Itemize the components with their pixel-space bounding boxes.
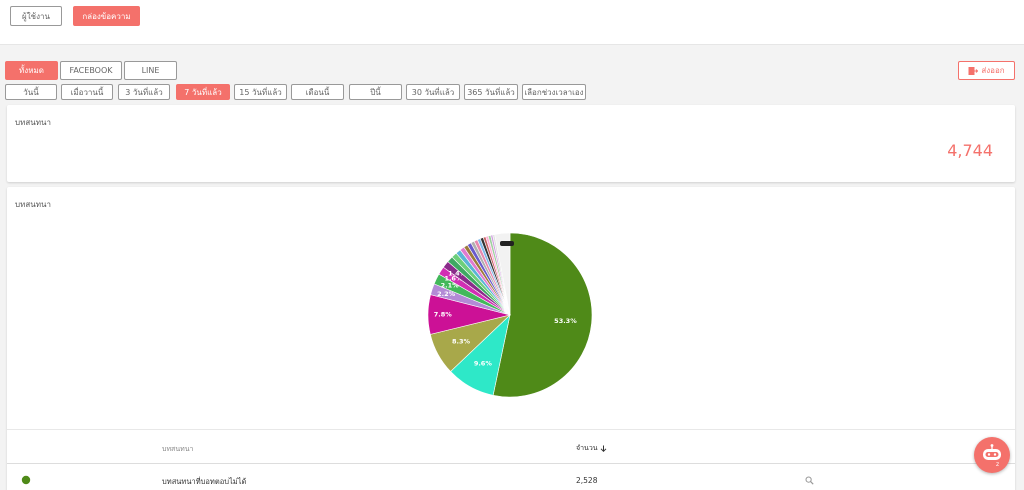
channel-facebook[interactable]: FACEBOOK: [60, 61, 122, 80]
pie-slice-label: 9.6%: [474, 360, 493, 368]
chatbot-button[interactable]: z: [974, 437, 1010, 473]
top-bar: ผู้ใช้งาน กล่องข้อความ: [0, 0, 1024, 45]
chart-card: บทสนทนา 53.3% 9.6% 8.3% 7.8% 2.2% 2.1% 1.6% 1.4…: [7, 187, 1015, 490]
col-count-label: จำนวน: [576, 444, 598, 452]
pie-slice-label: 53.3%: [554, 317, 577, 325]
pie-slice[interactable]: [494, 232, 511, 316]
pie-slice[interactable]: [492, 232, 593, 398]
summary-title: บทสนทนา: [15, 118, 51, 127]
tab-users[interactable]: ผู้ใช้งาน: [10, 6, 62, 26]
svg-text:z: z: [996, 461, 999, 468]
col-conversation: บทสนทนา: [162, 445, 194, 453]
pie-slice-label: 8.3%: [452, 338, 471, 346]
range-30-days[interactable]: 30 วันที่แล้ว: [406, 84, 460, 100]
range-365-days[interactable]: 365 วันที่แล้ว: [464, 84, 518, 100]
summary-card: บทสนทนา 4,744: [7, 105, 1015, 182]
channel-line[interactable]: LINE: [124, 61, 177, 80]
export-icon: [968, 66, 979, 75]
range-today[interactable]: วันนี้: [5, 84, 57, 100]
col-count[interactable]: จำนวน: [576, 443, 607, 454]
range-7-days[interactable]: 7 วันที่แล้ว: [176, 84, 230, 100]
pie-slice-label: 2.1%: [441, 281, 460, 289]
row-color-dot: [21, 475, 31, 485]
export-label: ส่งออก: [981, 66, 1005, 75]
pie-slice-label: 1.6%: [444, 275, 463, 283]
range-this-year[interactable]: ปีนี้: [349, 84, 402, 100]
arrow-down-icon: [600, 445, 607, 452]
row-count: 2,528: [576, 476, 598, 485]
pie-slice-label: 1.4%: [448, 269, 467, 277]
pie-slice-label: 7.8%: [434, 311, 453, 319]
tab-inbox[interactable]: กล่องข้อความ: [73, 6, 140, 26]
search-icon[interactable]: [805, 476, 814, 485]
summary-total: 4,744: [947, 141, 993, 160]
pie-chart: 53.3% 9.6% 8.3% 7.8% 2.2%2.1%1.6%1.4%: [427, 232, 593, 398]
range-custom[interactable]: เลือกช่วงเวลาเอง: [522, 84, 586, 100]
pie-slice-label: 2.2%: [437, 290, 456, 298]
range-3-days[interactable]: 3 วันที่แล้ว: [118, 84, 170, 100]
table-header: บทสนทนา จำนวน: [7, 429, 1015, 464]
channel-all[interactable]: ทั้งหมด: [5, 61, 58, 80]
row-name: บทสนทนาที่บอทตอบไม่ได้: [162, 477, 247, 486]
range-this-month[interactable]: เดือนนี้: [291, 84, 344, 100]
table-row: บทสนทนาที่บอทตอบไม่ได้ 2,528: [7, 465, 1015, 490]
range-15-days[interactable]: 15 วันที่แล้ว: [234, 84, 287, 100]
robot-icon: z: [983, 444, 1001, 468]
range-yesterday[interactable]: เมื่อวานนี้: [61, 84, 113, 100]
pie-tooltip-marker: [500, 241, 514, 246]
chart-title: บทสนทนา: [15, 200, 51, 209]
export-button[interactable]: ส่งออก: [958, 61, 1015, 80]
